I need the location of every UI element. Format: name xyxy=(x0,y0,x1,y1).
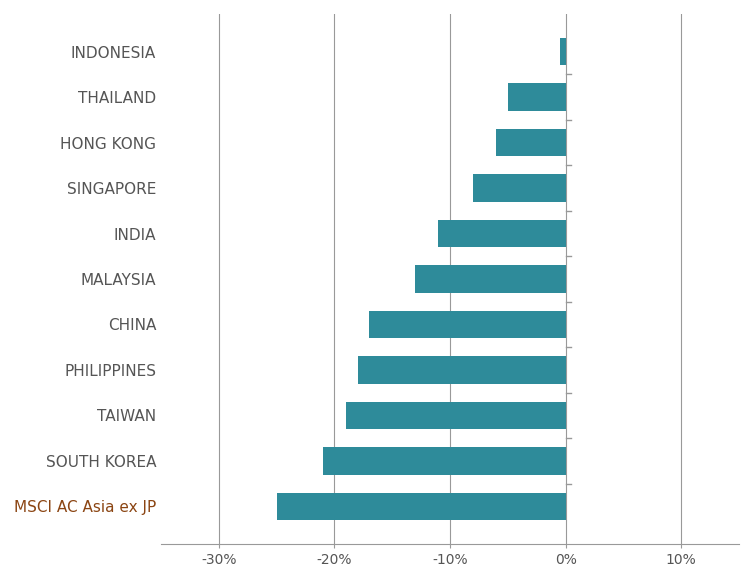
Bar xyxy=(496,129,566,156)
Bar xyxy=(276,493,566,520)
Bar xyxy=(560,38,566,65)
Bar xyxy=(346,401,566,429)
Bar xyxy=(323,447,566,475)
Bar xyxy=(438,220,566,247)
Bar xyxy=(473,174,566,202)
Bar xyxy=(508,84,566,111)
Bar xyxy=(369,311,566,338)
Bar xyxy=(416,266,566,293)
Bar xyxy=(358,356,566,383)
